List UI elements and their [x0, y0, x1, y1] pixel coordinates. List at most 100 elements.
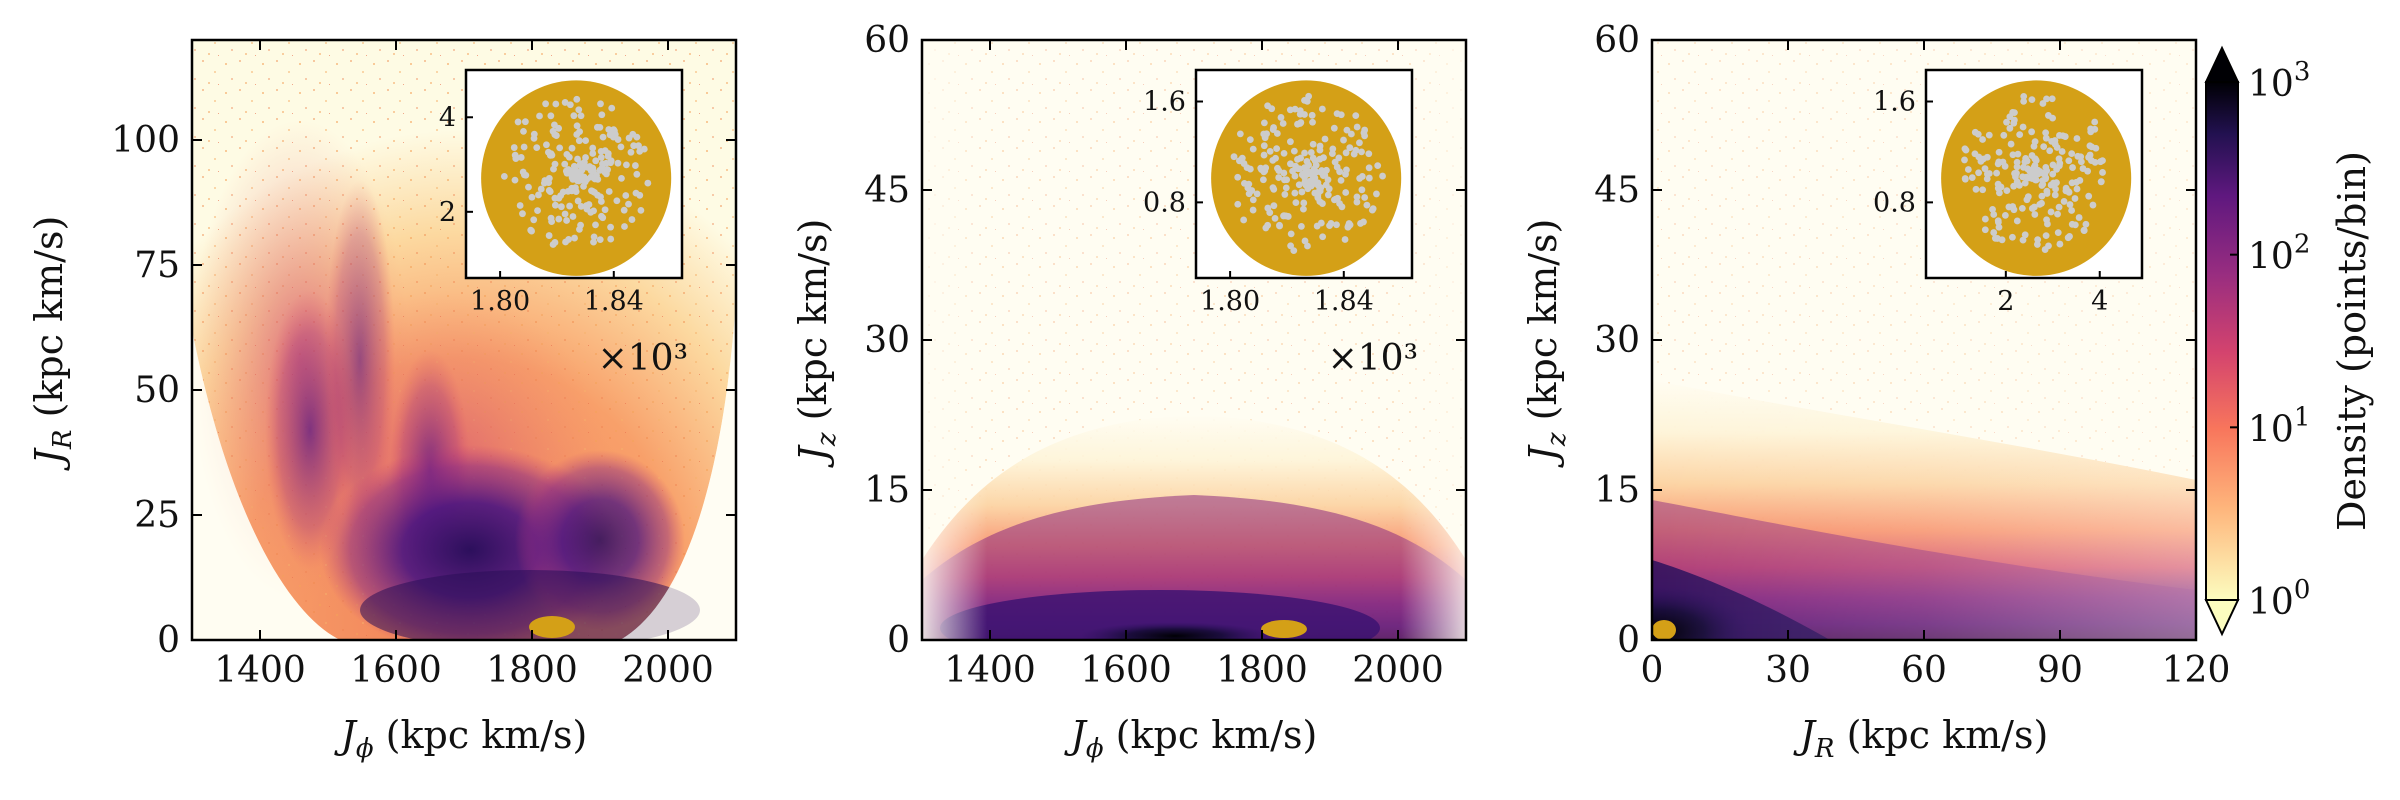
- inset-core-point: [2028, 128, 2036, 136]
- inset-core-point: [599, 133, 607, 141]
- inset-core-point: [1280, 149, 1288, 157]
- inset-core-point: [1303, 97, 1311, 105]
- inset-core-point: [640, 145, 648, 153]
- inset-core-point: [1325, 185, 1333, 193]
- inset-core-point: [577, 176, 585, 184]
- inset-core-point: [2054, 229, 2062, 237]
- inset-core-point: [2071, 221, 2079, 229]
- inset-core-point: [574, 197, 582, 205]
- inset-core-point: [510, 144, 518, 151]
- inset-core-point: [1269, 184, 1277, 192]
- y-axis-label: Jz (kpc km/s): [791, 219, 842, 469]
- inset-core-point: [1246, 165, 1254, 173]
- y-tick-label: 60: [1594, 20, 1640, 61]
- inset-core-point: [1249, 196, 1257, 204]
- x-tick-label: 1600: [350, 650, 442, 691]
- inset-core-point: [561, 99, 569, 106]
- inset-core-point: [2038, 192, 2046, 200]
- inset-core-point: [530, 216, 538, 224]
- inset-core-point: [1332, 195, 1339, 203]
- inset-core-point: [582, 154, 589, 161]
- inset-core-point: [568, 144, 576, 152]
- inset-core-point: [628, 216, 636, 223]
- y-tick-label: 45: [864, 170, 910, 211]
- inset-core-point: [550, 165, 557, 173]
- inset-core-point: [2030, 203, 2038, 211]
- inset-core-point: [2042, 129, 2050, 137]
- inset-core-point: [566, 202, 573, 210]
- inset-core-point: [1287, 138, 1294, 146]
- inset-core-point: [1318, 105, 1326, 113]
- inset-core-point: [1321, 135, 1329, 143]
- inset-core-point: [1287, 230, 1295, 238]
- inset-core-point: [599, 160, 606, 168]
- inset-core-point: [2087, 128, 2095, 136]
- inset-core-point: [1333, 221, 1340, 229]
- inset-core-point: [2075, 214, 2083, 221]
- inset-core-point: [2046, 147, 2054, 155]
- inset-core-point: [1262, 224, 1270, 232]
- inset-core-point: [635, 142, 642, 150]
- inset-core-point: [1356, 139, 1363, 147]
- inset-core-point: [1294, 165, 1302, 173]
- inset-core-point: [2074, 152, 2082, 160]
- y-tick-label: 15: [1594, 470, 1640, 511]
- inset-core-point: [1275, 174, 1283, 181]
- inset-core-point: [1312, 161, 1320, 169]
- inset-core-point: [1358, 148, 1365, 156]
- inset-x-tick-label: 1.80: [470, 286, 530, 317]
- inset-core-point: [2016, 131, 2024, 139]
- inset-core-point: [1259, 176, 1267, 184]
- inset-core-point: [2040, 143, 2048, 151]
- inset-core-point: [1246, 136, 1254, 144]
- inset-core-point: [1360, 129, 1368, 137]
- inset-core-point: [1290, 147, 1298, 155]
- inset-core-point: [525, 183, 532, 191]
- inset-core-point: [556, 144, 564, 152]
- inset-core-point: [633, 133, 641, 141]
- inset-core-point: [1280, 169, 1288, 177]
- inset-core-point: [1279, 120, 1287, 127]
- inset-core-point: [1326, 222, 1333, 230]
- inset-core-point: [542, 100, 549, 108]
- inset-core-point: [1340, 136, 1347, 144]
- inset-core-point: [2064, 234, 2072, 242]
- inset-core-point: [562, 238, 569, 246]
- inset-core-point: [2091, 118, 2099, 126]
- inset-core-point: [2056, 240, 2064, 248]
- inset-core-point: [2009, 151, 2017, 159]
- inset-core-point: [1235, 157, 1243, 165]
- inset-core-point: [1977, 157, 1985, 165]
- inset-core-point: [2009, 233, 2016, 241]
- inset-core-point: [2013, 217, 2021, 225]
- y-tick-label: 25: [134, 495, 180, 536]
- inset-core-point: [1352, 146, 1360, 154]
- inset-core-point: [589, 144, 597, 152]
- inset-core-point: [2028, 152, 2036, 159]
- inset-core-point: [565, 153, 573, 161]
- inset-core-point: [590, 207, 597, 215]
- inset-core-point: [577, 221, 584, 229]
- x-tick-label: 1800: [1216, 650, 1308, 691]
- inset-core-point: [1245, 180, 1253, 188]
- inset-core-point: [1296, 107, 1304, 115]
- inset-core-point: [1975, 169, 1982, 177]
- inset-core-point: [2022, 154, 2030, 162]
- inset-core-point: [520, 143, 528, 151]
- inset-core-point: [2000, 131, 2008, 139]
- inset-core-point: [603, 170, 610, 178]
- inset-core-point: [1304, 167, 1312, 175]
- x-tick-label: 0: [1641, 650, 1664, 691]
- inset-core-point: [1277, 114, 1285, 121]
- inset-core-point: [2082, 220, 2090, 228]
- inset-core-point: [2053, 179, 2060, 187]
- inset-x-tick-label: 2: [1997, 286, 2014, 317]
- inset-core-point: [575, 106, 583, 114]
- inset-core-point: [557, 203, 565, 211]
- inset-core-point: [1249, 206, 1257, 214]
- inset-core-point: [511, 151, 519, 159]
- inset-core-point: [631, 162, 639, 169]
- inset-core-point: [1363, 201, 1371, 209]
- x-axis-label: Jϕ (kpc km/s): [1064, 713, 1318, 764]
- inset-y-tick-label: 4: [439, 102, 456, 133]
